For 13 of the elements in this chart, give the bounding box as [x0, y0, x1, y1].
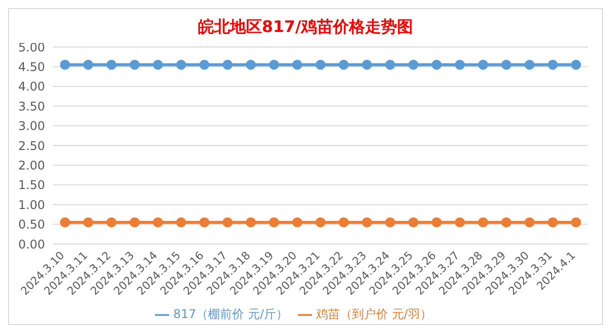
y-tick-label: 4.50	[18, 60, 45, 74]
y-tick-label: 0.00	[18, 237, 45, 252]
chart-title: 皖北地区817/鸡苗价格走势图	[198, 17, 414, 36]
legend-label: 817（棚前价 元/斤）	[173, 307, 288, 321]
y-tick-label: 4.00	[18, 80, 45, 94]
y-tick-label: 0.50	[18, 218, 45, 232]
y-tick-label: 2.00	[18, 158, 45, 172]
legend-label: 鸡苗（到户价 元/羽）	[316, 307, 432, 321]
y-tick-label: 1.00	[18, 198, 45, 212]
y-tick-label: 3.00	[18, 119, 45, 134]
y-tick-label: 2.50	[18, 138, 45, 153]
y-tick-label: 1.50	[18, 178, 45, 192]
y-tick-label: 3.50	[18, 99, 45, 114]
